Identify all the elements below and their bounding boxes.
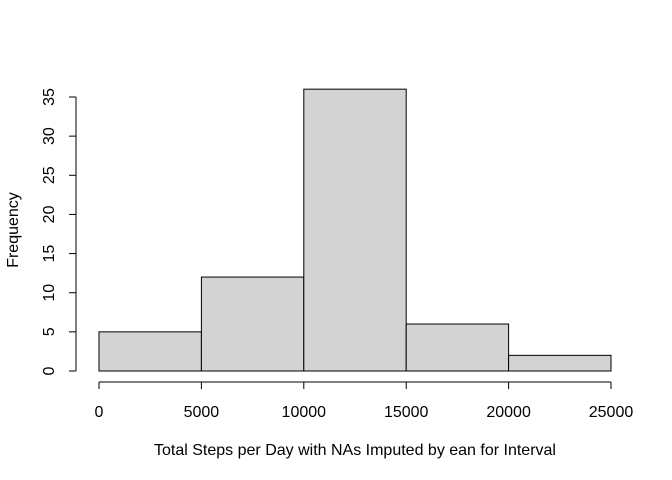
y-tick-label-1: 5 xyxy=(41,327,58,336)
x-tick-label-4: 20000 xyxy=(486,404,531,421)
y-axis-label: Frequency xyxy=(5,192,22,268)
histogram-bar-4 xyxy=(508,354,612,372)
y-tick-label-4: 20 xyxy=(41,205,58,223)
histogram-bar-2 xyxy=(303,88,407,372)
y-tick-label-0: 0 xyxy=(41,366,58,375)
histogram-bar-1 xyxy=(200,276,305,372)
y-tick-label-5: 25 xyxy=(41,166,58,184)
y-tick-label-2: 10 xyxy=(41,284,58,302)
x-tick-label-1: 5000 xyxy=(184,404,220,421)
x-tick-label-5: 25000 xyxy=(589,404,634,421)
y-tick-label-6: 30 xyxy=(41,127,58,145)
y-tick-label-3: 15 xyxy=(41,245,58,263)
y-tick-label-7: 35 xyxy=(41,88,58,106)
x-tick-label-0: 0 xyxy=(95,404,104,421)
x-tick-label-2: 10000 xyxy=(282,404,327,421)
histogram-bar-3 xyxy=(405,323,510,372)
histogram-bar-0 xyxy=(98,331,202,372)
x-axis-label: Total Steps per Day with NAs Imputed by … xyxy=(154,442,556,459)
histogram-bars xyxy=(98,88,612,372)
x-axis: 0 5000 10000 15000 20000 25000 xyxy=(95,381,634,421)
x-tick-label-3: 15000 xyxy=(384,404,429,421)
y-axis: 0 5 10 15 20 25 30 35 xyxy=(41,88,77,375)
